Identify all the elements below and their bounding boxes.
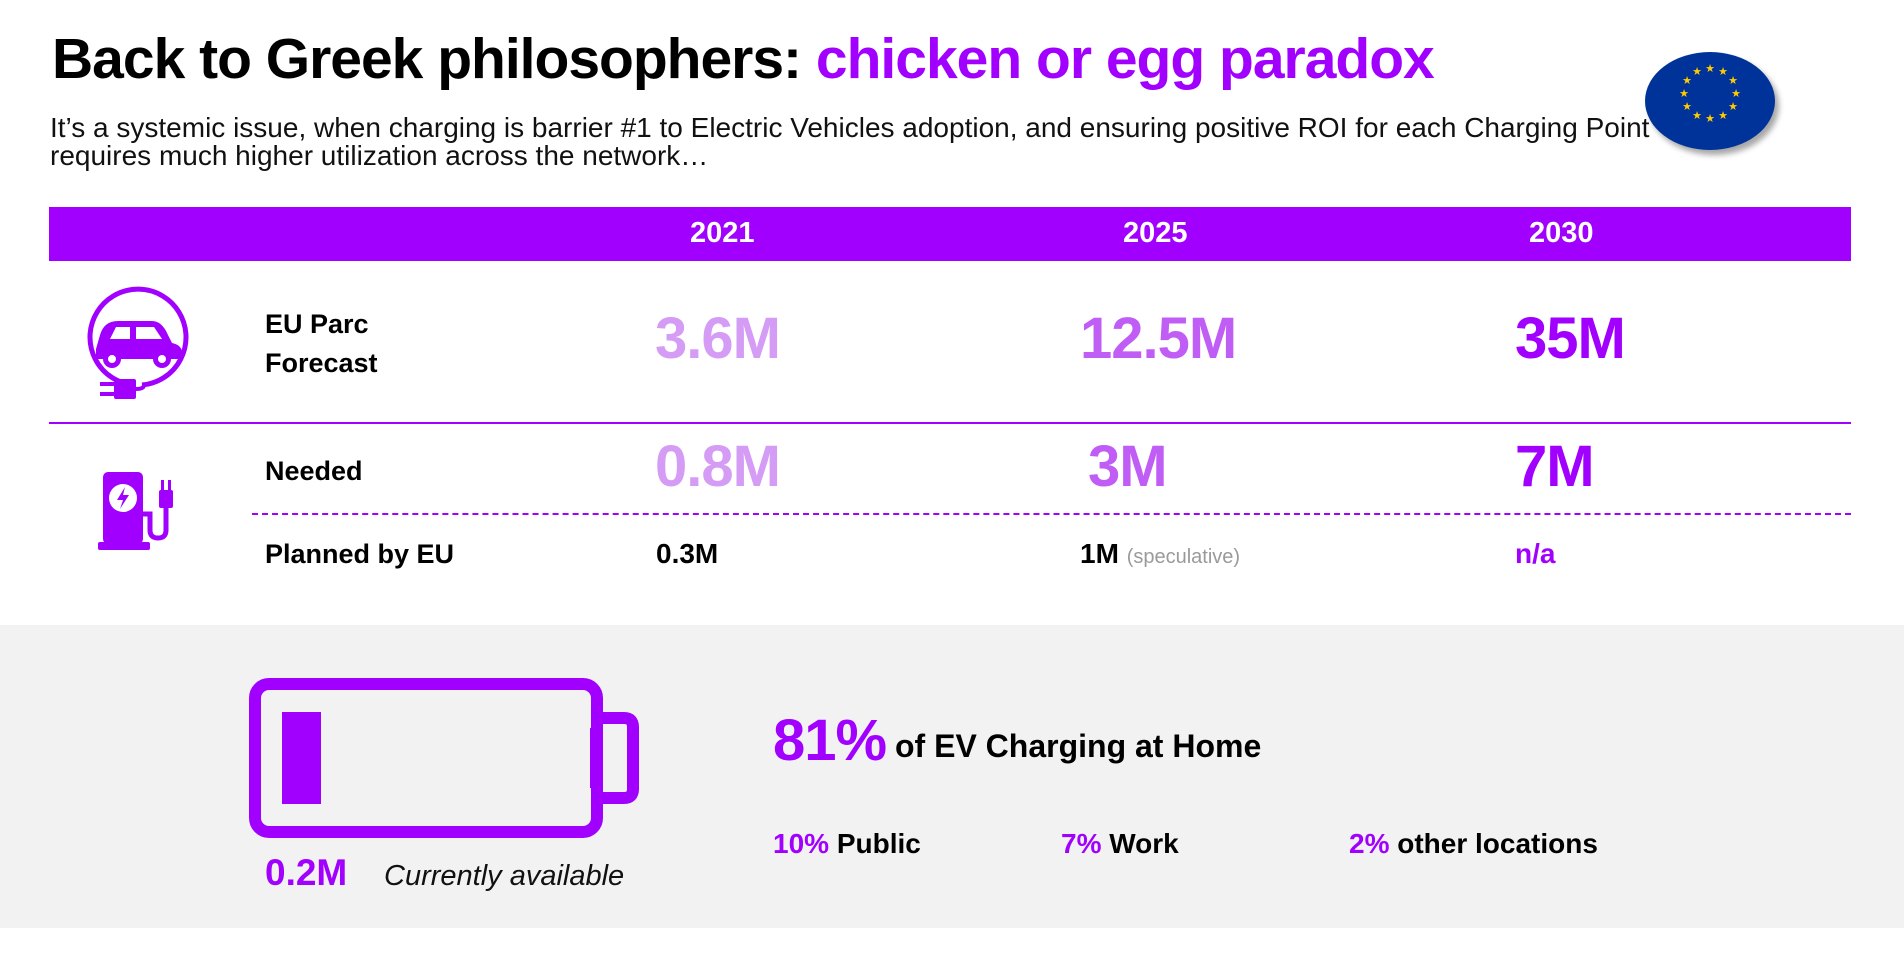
stat-public-label: Public <box>836 828 921 859</box>
row-label-parc-line2: Forecast <box>265 348 378 378</box>
year-2021: 2021 <box>690 217 755 249</box>
stat-work-label: Work <box>1109 828 1179 859</box>
parc-2021-value: 3.6M <box>655 306 781 371</box>
needed-2021-value: 0.8M <box>655 434 781 499</box>
stat-work-pct: 7% <box>1061 828 1102 859</box>
svg-text:★: ★ <box>1718 109 1728 122</box>
svg-text:★: ★ <box>1705 112 1715 125</box>
svg-text:★: ★ <box>1728 100 1738 113</box>
planned-2025-cell: 1M (speculative) <box>1080 538 1240 570</box>
svg-text:★: ★ <box>1728 74 1738 87</box>
planned-2030-value: n/a <box>1515 538 1556 569</box>
stat-other: 2% other locations <box>1349 828 1598 860</box>
stat-public-pct: 10% <box>773 828 830 859</box>
svg-text:★: ★ <box>1692 65 1702 78</box>
row-label-planned: Planned by EU <box>265 539 455 569</box>
svg-text:★: ★ <box>1731 87 1741 100</box>
charging-station-icon <box>98 468 198 558</box>
year-2030: 2030 <box>1529 217 1594 249</box>
page-title: Back to Greek philosophers: chicken or e… <box>52 26 1435 92</box>
speculative-note: (speculative) <box>1126 546 1241 568</box>
svg-text:★: ★ <box>1705 62 1715 75</box>
title-main: Back to Greek philosophers: <box>52 27 816 91</box>
stat-other-label: other locations <box>1397 828 1598 859</box>
eu-flag-icon: ★ ★ ★ ★ ★ ★ ★ ★ ★ ★ ★ ★ <box>1645 52 1775 150</box>
stat-public: 10% Public <box>773 828 921 860</box>
svg-text:★: ★ <box>1682 74 1692 87</box>
subtitle: It’s a systemic issue, when charging is … <box>50 112 1650 171</box>
electric-car-plug-icon <box>82 285 192 405</box>
stat-other-pct: 2% <box>1349 828 1390 859</box>
parc-2030-value: 35M <box>1515 306 1626 371</box>
stat-work: 7% Work <box>1061 828 1179 860</box>
home-percentage: 81% <box>773 708 887 773</box>
available-value: 0.2M <box>265 852 348 893</box>
available-label: Currently available <box>384 860 625 892</box>
table-header-band <box>49 207 1851 261</box>
planned-2025-value: 1M <box>1080 538 1119 569</box>
row-label-parc-line1: EU Parc <box>265 309 369 339</box>
title-accent: chicken or egg paradox <box>815 27 1435 91</box>
needed-2030-value: 7M <box>1515 434 1595 499</box>
year-2025: 2025 <box>1123 217 1188 249</box>
row-label-needed: Needed <box>265 456 363 486</box>
svg-text:★: ★ <box>1679 87 1689 100</box>
row-divider <box>49 422 1851 424</box>
battery-fill-level <box>282 712 321 804</box>
parc-2025-value: 12.5M <box>1080 306 1237 371</box>
svg-text:★: ★ <box>1718 65 1728 78</box>
svg-text:★: ★ <box>1682 100 1692 113</box>
home-label: of EV Charging at Home <box>895 728 1262 764</box>
planned-2021-value: 0.3M <box>656 538 719 569</box>
row-label-parc: EU Parc Forecast <box>265 305 378 383</box>
needed-2025-value: 3M <box>1088 434 1168 499</box>
dashed-divider <box>252 513 1851 515</box>
svg-text:★: ★ <box>1692 109 1702 122</box>
battery-low-icon <box>249 678 645 838</box>
